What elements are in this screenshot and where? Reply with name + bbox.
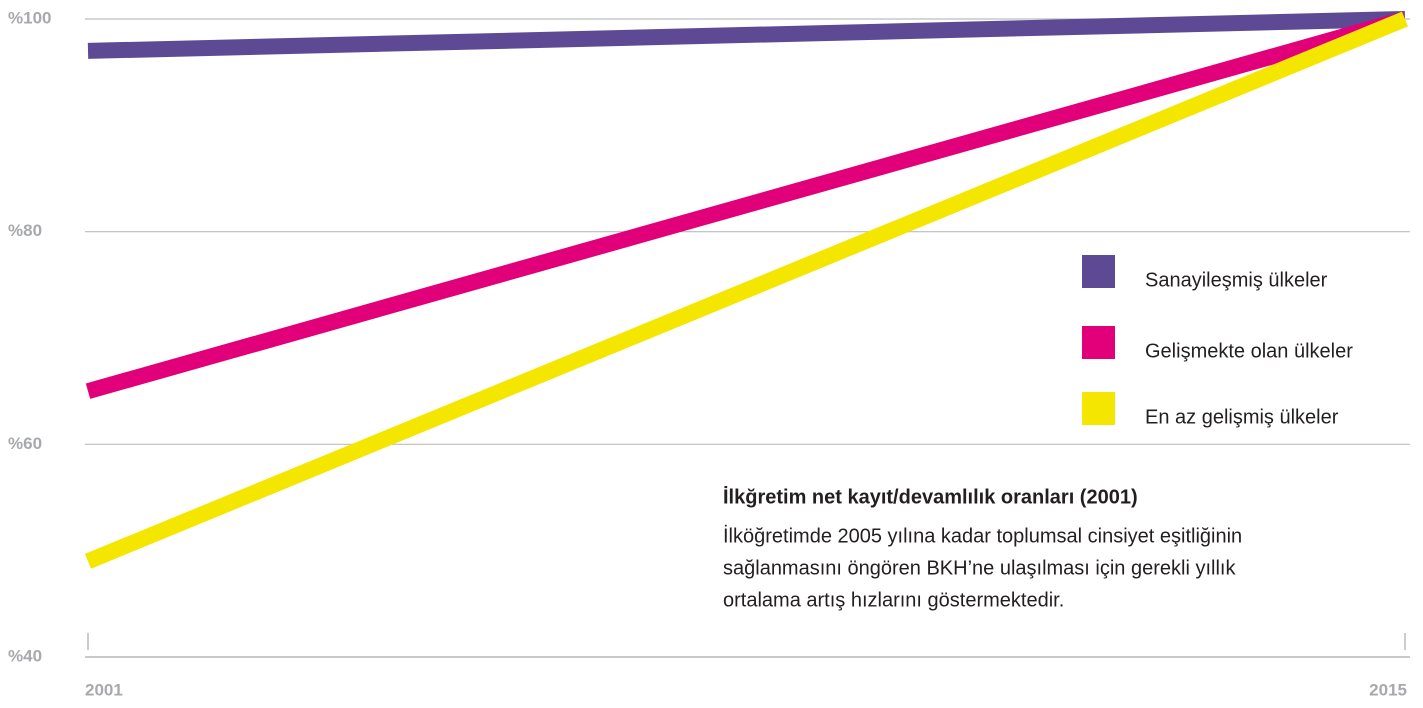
legend-label: Sanayileşmiş ülkeler (1145, 269, 1328, 291)
legend-swatch (1082, 326, 1115, 359)
series-line (84, 11, 1409, 569)
x-tick-label: 2001 (85, 680, 123, 699)
y-tick-label: %60 (8, 434, 42, 453)
y-tick-label: %100 (8, 8, 51, 27)
series-line (85, 11, 1408, 399)
y-tick-label: %40 (8, 646, 42, 665)
annotation-line: sağlanmasını öngören BKH’ne ulaşılması i… (723, 557, 1236, 579)
annotation-line: ortalama artış hızlarını göstermektedir. (723, 589, 1064, 611)
legend-swatch (1082, 255, 1115, 288)
annotation-line: İlköğretimde 2005 yılına kadar toplumsal… (723, 524, 1242, 547)
annotation-title: İlkğretim net kayıt/devamlılık oranları … (723, 485, 1138, 508)
legend-label: Gelişmekte olan ülkeler (1145, 340, 1353, 362)
legend-label: En az gelişmiş ülkeler (1145, 406, 1339, 428)
x-tick-label: 2015 (1369, 680, 1407, 699)
y-tick-label: %80 (8, 221, 42, 240)
series-line (87, 11, 1406, 59)
legend-swatch (1082, 392, 1115, 425)
